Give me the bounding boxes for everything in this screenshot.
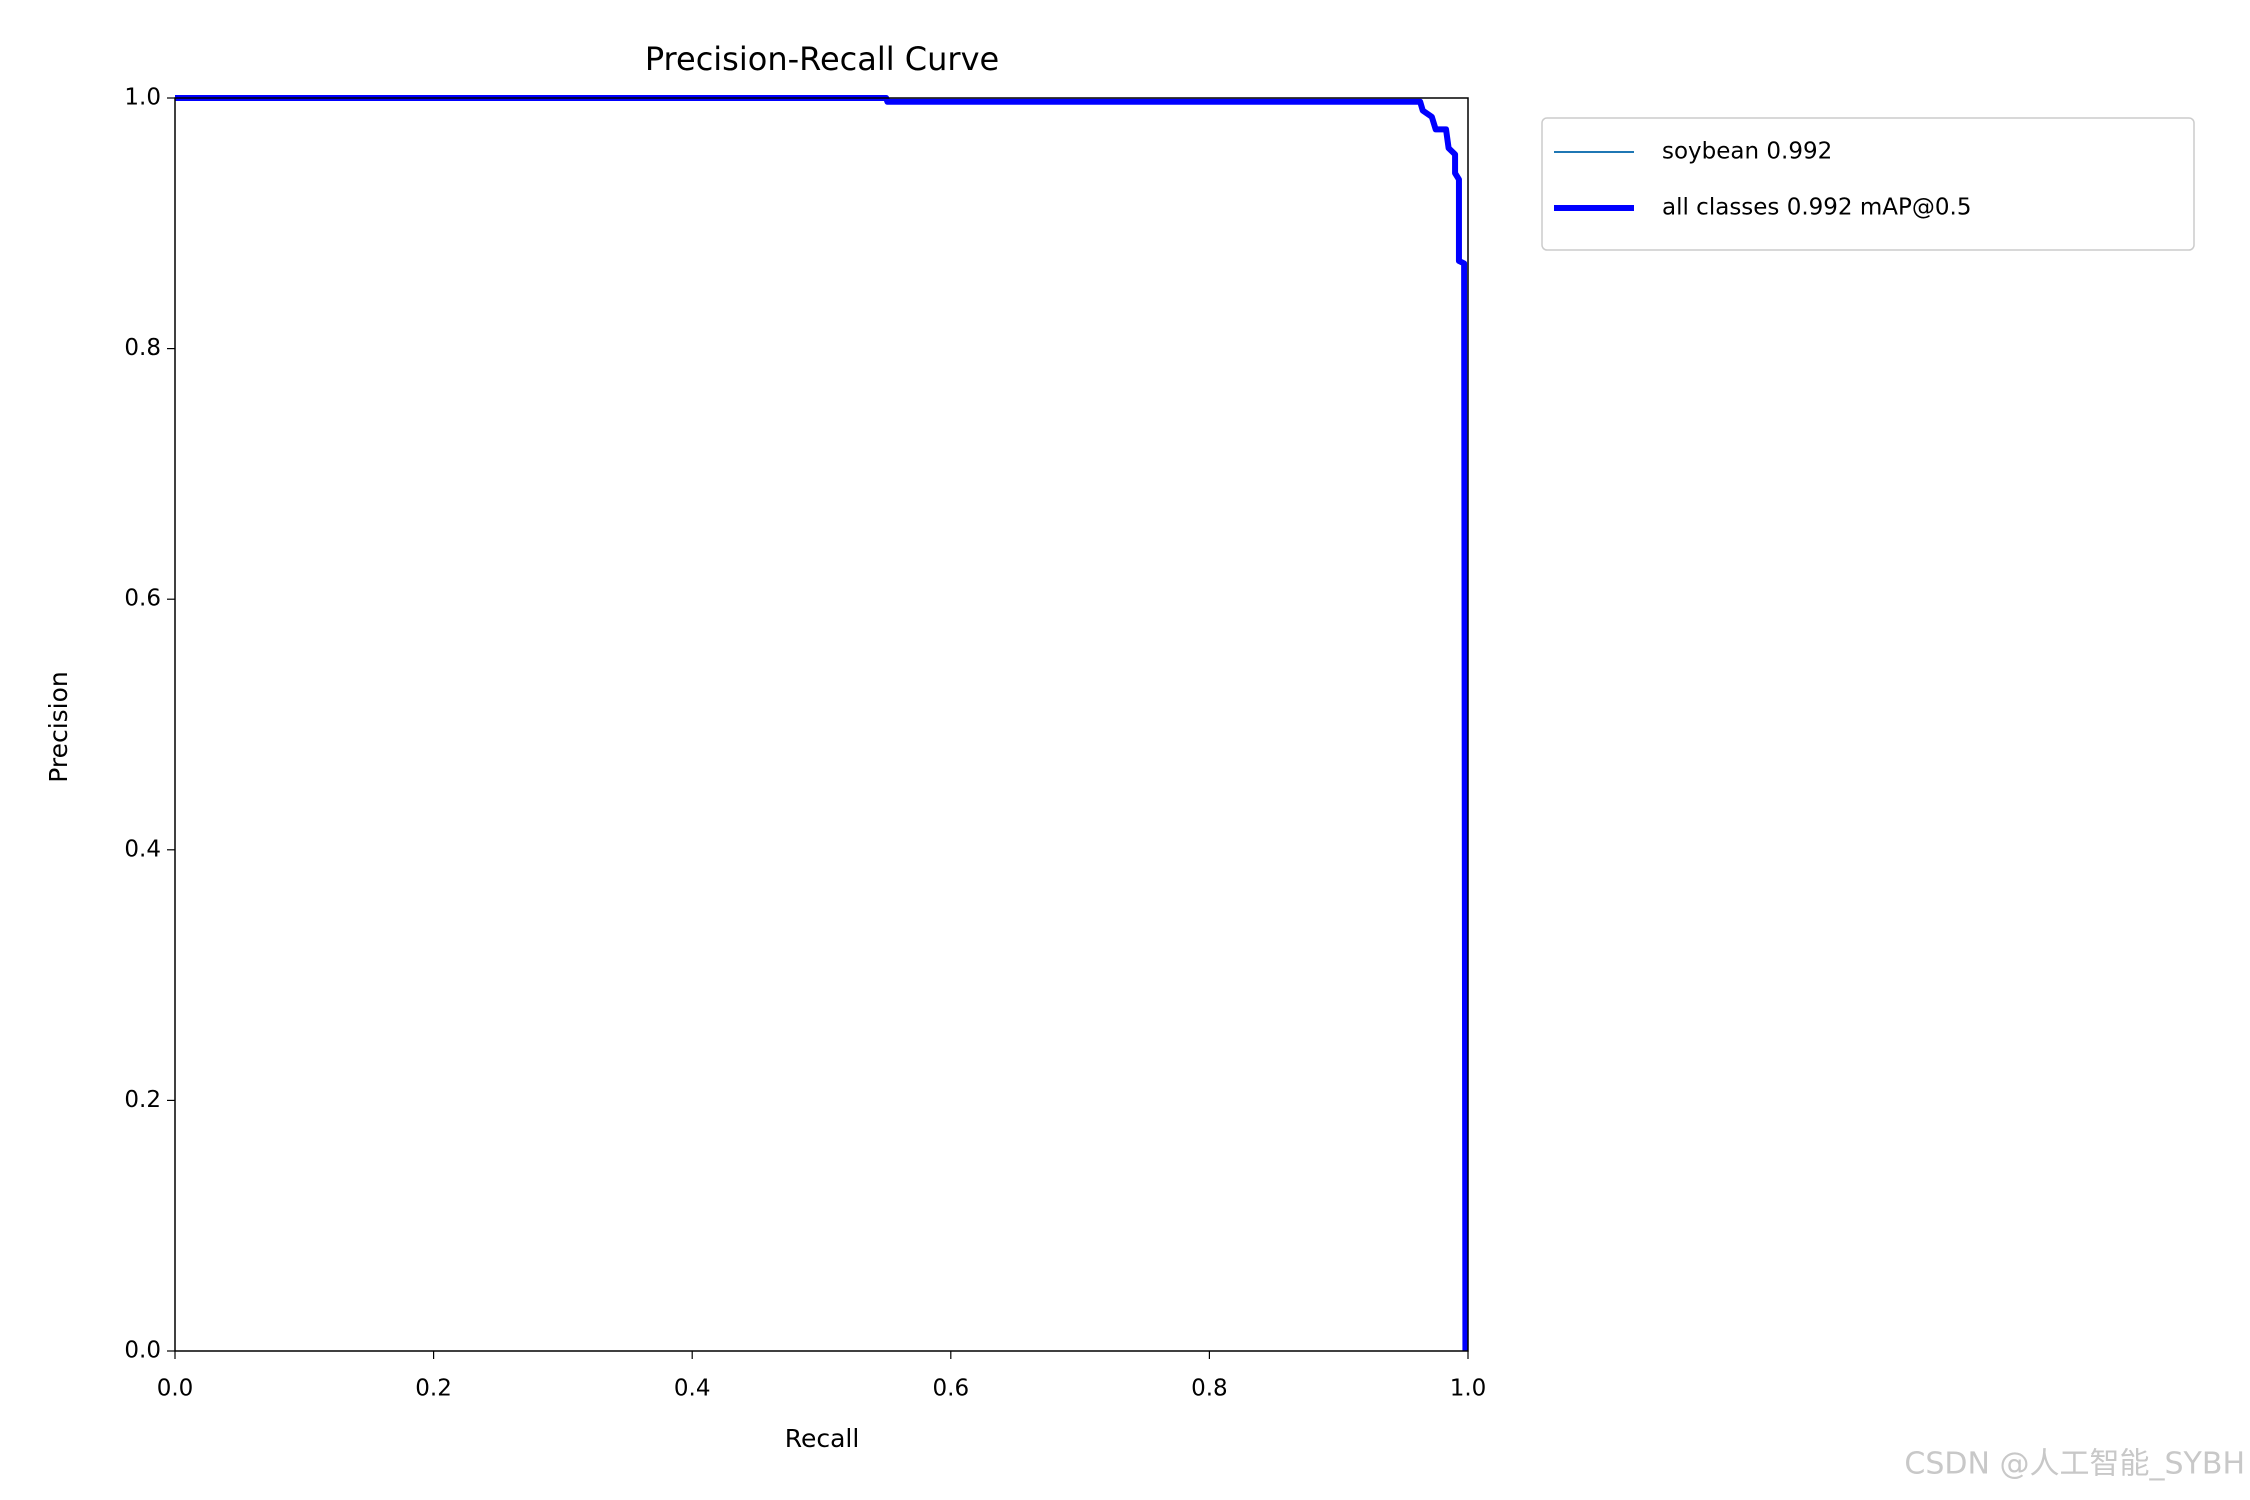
watermark: CSDN @人工智能_SYBH	[1904, 1447, 2245, 1482]
legend-box	[1541, 117, 2195, 251]
y-tick-label: 0.6	[124, 586, 161, 612]
x-tick-label: 0.4	[674, 1376, 711, 1402]
x-tick-label: 0.6	[933, 1376, 970, 1402]
y-tick-label: 0.4	[124, 836, 161, 862]
x-tick-label: 0.8	[1191, 1376, 1228, 1402]
x-axis-label: Recall	[785, 1424, 860, 1453]
legend-label: soybean 0.992	[1662, 139, 1832, 165]
y-tick-label: 1.0	[124, 85, 161, 111]
x-tick-label: 0.2	[415, 1376, 452, 1402]
y-tick-label: 0.8	[124, 335, 161, 361]
y-axis-label: Precision	[44, 671, 73, 783]
y-tick-label: 0.0	[124, 1338, 161, 1364]
pr-curve	[175, 97, 1467, 1352]
chart-title: Precision-Recall Curve	[645, 40, 999, 78]
x-tick-label: 0.0	[157, 1376, 194, 1402]
legend-label: all classes 0.992 mAP@0.5	[1662, 195, 1971, 221]
plot-frame	[174, 97, 1469, 1352]
x-tick-label: 1.0	[1450, 1376, 1487, 1402]
pr-curve	[175, 95, 1469, 1352]
y-tick-label: 0.2	[124, 1087, 161, 1113]
